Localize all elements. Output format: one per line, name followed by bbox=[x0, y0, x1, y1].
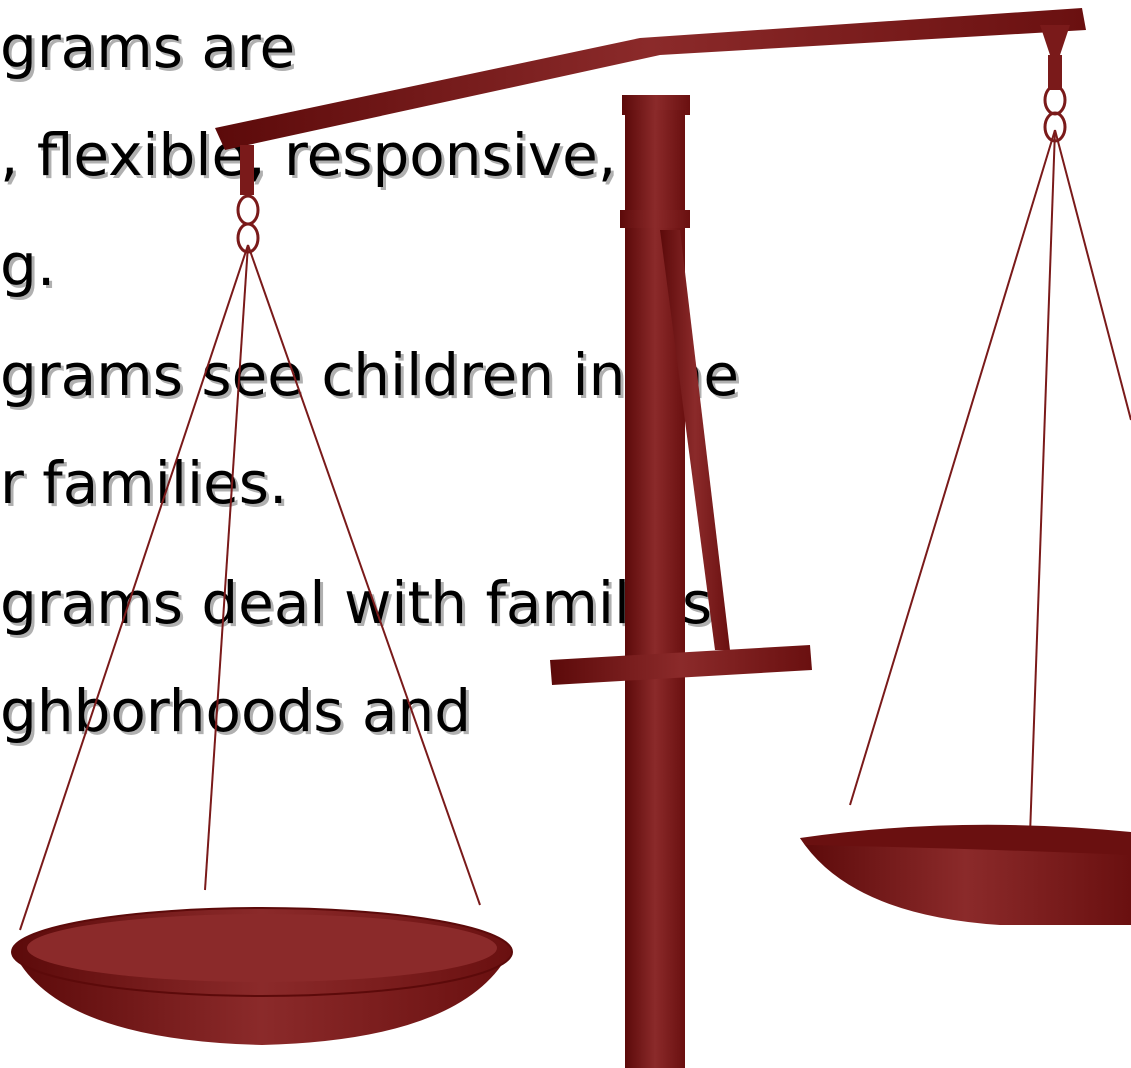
left-pan-inner bbox=[27, 914, 497, 982]
strings bbox=[20, 130, 1131, 930]
right-hook bbox=[1040, 25, 1070, 55]
link bbox=[1045, 86, 1065, 114]
link bbox=[238, 196, 258, 224]
scale-illustration bbox=[0, 0, 1131, 1068]
collar bbox=[620, 210, 690, 228]
slide: {"text_lines": ["grams are", ", flexible… bbox=[0, 0, 1131, 1068]
left-hook bbox=[240, 145, 254, 195]
